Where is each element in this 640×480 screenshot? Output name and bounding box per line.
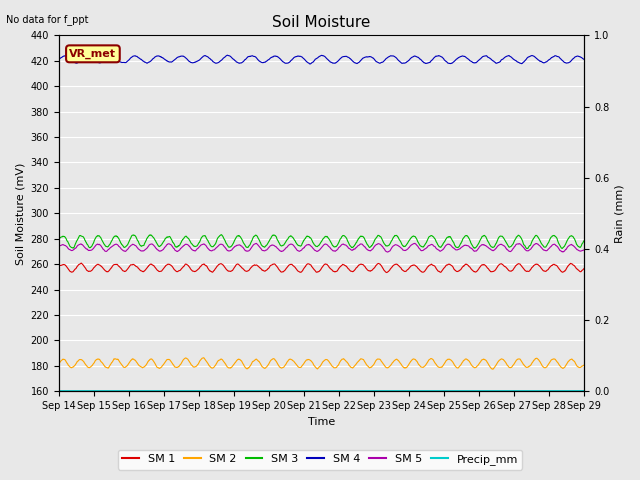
- Precip_mm: [580, 388, 588, 394]
- SM 1: [519, 264, 527, 270]
- Precip_mm: [518, 388, 525, 394]
- Y-axis label: Rain (mm): Rain (mm): [615, 184, 625, 243]
- SM 1: [404, 267, 412, 273]
- SM 4: [159, 55, 167, 61]
- SM 5: [580, 247, 588, 252]
- SM 5: [172, 248, 180, 253]
- SM 5: [384, 249, 392, 255]
- Line: SM 1: SM 1: [59, 263, 584, 273]
- SM 1: [383, 270, 390, 276]
- SM 2: [55, 360, 63, 366]
- Precip_mm: [55, 388, 63, 394]
- Text: VR_met: VR_met: [69, 48, 116, 59]
- SM 3: [518, 237, 526, 243]
- SM 3: [55, 235, 63, 241]
- SM 3: [218, 232, 225, 238]
- SM 5: [403, 247, 411, 252]
- SM 1: [580, 265, 588, 271]
- SM 1: [472, 269, 480, 275]
- SM 2: [231, 360, 239, 366]
- SM 5: [55, 243, 63, 249]
- SM 1: [172, 268, 180, 274]
- SM 2: [200, 355, 207, 360]
- SM 4: [404, 59, 412, 64]
- SM 5: [411, 240, 419, 246]
- Precip_mm: [403, 388, 411, 394]
- Line: SM 2: SM 2: [59, 358, 584, 369]
- SM 3: [159, 240, 167, 245]
- Line: SM 5: SM 5: [59, 243, 584, 252]
- SM 2: [580, 362, 588, 368]
- SM 4: [580, 57, 588, 62]
- SM 4: [223, 52, 231, 58]
- SM 3: [580, 238, 588, 243]
- SM 5: [472, 248, 480, 254]
- SM 4: [231, 58, 239, 63]
- SM 2: [472, 365, 480, 371]
- SM 2: [519, 360, 527, 366]
- SM 4: [172, 56, 180, 62]
- SM 3: [524, 246, 532, 252]
- Precip_mm: [159, 388, 167, 394]
- SM 3: [231, 237, 239, 243]
- SM 1: [231, 264, 239, 270]
- SM 3: [472, 244, 480, 250]
- Legend: SM 1, SM 2, SM 3, SM 4, SM 5, Precip_mm: SM 1, SM 2, SM 3, SM 4, SM 5, Precip_mm: [118, 450, 522, 469]
- Precip_mm: [230, 388, 238, 394]
- SM 4: [55, 56, 63, 62]
- SM 3: [172, 244, 180, 250]
- Y-axis label: Soil Moisture (mV): Soil Moisture (mV): [15, 162, 25, 264]
- Line: SM 3: SM 3: [59, 235, 584, 249]
- Text: No data for f_ppt: No data for f_ppt: [6, 14, 89, 25]
- SM 5: [519, 244, 527, 250]
- SM 2: [159, 362, 167, 368]
- SM 3: [403, 241, 411, 247]
- SM 4: [519, 60, 527, 66]
- SM 5: [230, 244, 238, 250]
- Title: Soil Moisture: Soil Moisture: [273, 15, 371, 30]
- SM 1: [77, 260, 85, 266]
- SM 5: [159, 247, 167, 252]
- SM 1: [55, 263, 63, 269]
- SM 2: [172, 364, 180, 370]
- X-axis label: Time: Time: [308, 417, 335, 427]
- SM 4: [307, 61, 314, 67]
- Precip_mm: [172, 388, 180, 394]
- SM 2: [488, 366, 496, 372]
- Precip_mm: [472, 388, 479, 394]
- SM 4: [472, 60, 480, 65]
- Line: SM 4: SM 4: [59, 55, 584, 64]
- SM 2: [403, 364, 411, 370]
- SM 1: [159, 266, 167, 272]
